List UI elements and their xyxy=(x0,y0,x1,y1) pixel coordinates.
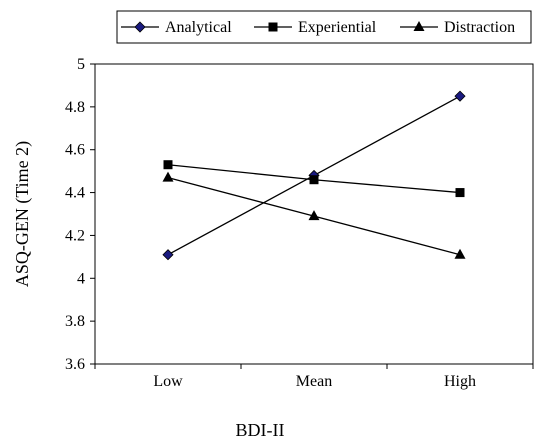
data-point-distraction xyxy=(308,210,320,221)
x-tick-label: Mean xyxy=(296,373,332,390)
plot-area xyxy=(94,63,534,365)
data-point-experiential xyxy=(309,175,319,185)
y-tick-label: 4.4 xyxy=(65,185,85,202)
data-point-distraction xyxy=(454,248,466,259)
y-axis-title: ASQ-GEN (Time 2) xyxy=(12,141,33,287)
y-tick-label: 5 xyxy=(77,56,85,73)
legend-marker-analytical xyxy=(134,21,146,33)
y-tick-label: 3.8 xyxy=(65,313,85,330)
y-tick-label: 3.6 xyxy=(65,356,85,373)
y-axis: 3.6 3.8 4 4.2 4.4 4.6 4.8 5 xyxy=(65,56,95,373)
y-tick-label: 4.6 xyxy=(65,142,85,159)
legend: Analytical Experiential Distraction xyxy=(116,10,532,44)
data-point-analytical xyxy=(162,249,174,261)
y-tick-label: 4.2 xyxy=(65,227,85,244)
y-tick-label: 4 xyxy=(77,270,85,287)
data-point-experiential xyxy=(455,188,465,198)
legend-label-analytical: Analytical xyxy=(165,19,232,36)
data-point-experiential xyxy=(163,160,173,170)
legend-box xyxy=(116,10,532,44)
legend-marker-experiential xyxy=(268,22,278,32)
y-tick-label: 4.8 xyxy=(65,99,85,116)
data-point-analytical xyxy=(454,90,466,102)
legend-label-experiential: Experiential xyxy=(298,19,377,36)
data-point-distraction xyxy=(162,171,174,182)
legend-marker-distraction xyxy=(413,21,425,31)
series-layer xyxy=(162,90,466,261)
x-tick-label: High xyxy=(444,373,476,390)
x-axis-title: BDI-II xyxy=(236,420,285,440)
legend-label-distraction: Distraction xyxy=(444,19,515,36)
x-axis: Low Mean High xyxy=(94,364,534,390)
x-tick-label: Low xyxy=(153,373,183,390)
